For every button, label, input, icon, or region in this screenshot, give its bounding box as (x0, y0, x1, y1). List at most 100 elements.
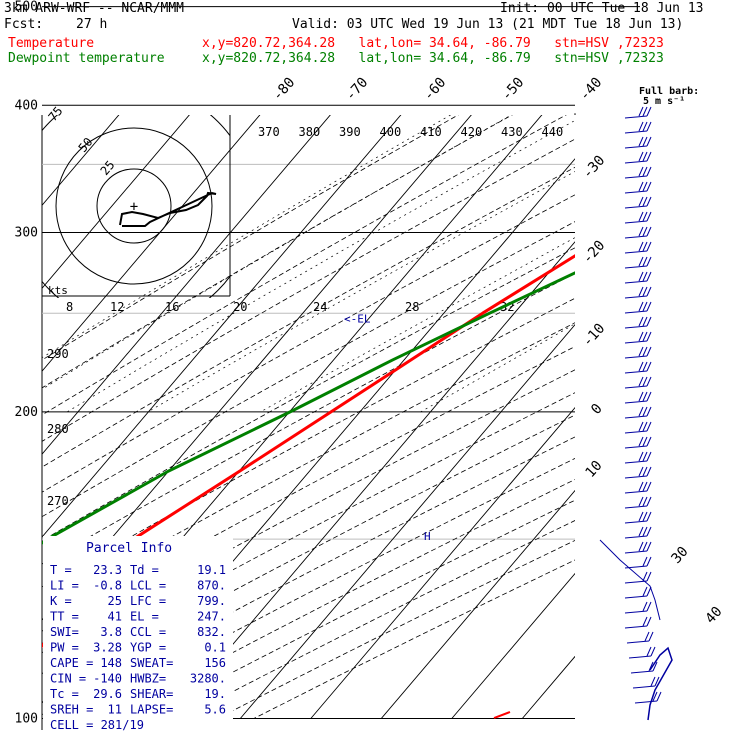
wind-barb (624, 490, 648, 494)
isobar-lines (41, 6, 640, 730)
wind-barb-flag (646, 346, 652, 357)
barb-legend-title: Full barb: (639, 86, 699, 97)
hodograph-units: kts (48, 284, 68, 297)
wind-barb-flag (642, 451, 648, 462)
parcel-info-value: 832. (197, 625, 226, 639)
wind-barb-flag (646, 211, 652, 222)
barb-cluster (647, 646, 673, 721)
wind-barb-flag (642, 586, 648, 597)
wind-barb-flag (638, 301, 644, 312)
wind-barb-flag (642, 136, 648, 147)
wind-barb (624, 355, 648, 359)
wind-barb (624, 160, 648, 164)
wind-barb-flag (646, 361, 652, 372)
wind-barb-flag (638, 496, 644, 507)
wind-barb-flag (642, 556, 648, 567)
isotherm-line (310, 406, 575, 719)
wind-barb (624, 205, 648, 209)
wind-barb-flag (638, 166, 644, 177)
parcel-info-value: 19.1 (197, 563, 226, 577)
wind-barb-flag (646, 406, 652, 417)
parcel-level-el: <-EL (344, 313, 371, 326)
wind-barb-flag (638, 466, 644, 477)
parcel-info-key: YGP = (130, 641, 166, 655)
forecast-hour-label: Fcst: (4, 17, 44, 32)
wind-barb-flag (642, 151, 648, 162)
wind-barb-flag (638, 316, 644, 327)
dry-adiabat (42, 272, 575, 565)
wind-barb-flag (652, 661, 658, 672)
wind-barb (624, 280, 648, 284)
wind-barb-flag (642, 361, 648, 372)
parcel-info-key: Td = (130, 563, 159, 577)
wind-barb-flag (638, 181, 644, 192)
hodograph-trace (119, 191, 217, 227)
parcel-info-key: CCL = (130, 625, 166, 639)
isotherm-line (663, 0, 740, 719)
wind-barb-flag (646, 391, 652, 402)
hodograph-rings (42, 115, 230, 298)
temperature-legend: Temperature (8, 36, 95, 51)
hodograph-ring (96, 168, 172, 244)
wind-barb (634, 700, 658, 704)
dry-adiabat (180, 520, 575, 719)
parcel-info-key: HWBZ= (130, 672, 166, 686)
parcel-info-key: Tc = (50, 687, 79, 701)
isotherm-label: -60 (421, 75, 450, 105)
speed-axis-label: 28 (405, 300, 419, 314)
sounding-series (42, 254, 575, 719)
dry-adiabat (42, 115, 567, 416)
temperature-location: x,y=820.72,364.28 lat,lon= 34.64, -86.79… (202, 36, 664, 51)
wind-barb-flag (638, 436, 644, 447)
parcel-info-key: SHEAR= (130, 687, 173, 701)
wind-barb-flag (642, 166, 648, 177)
wind-barb-flag (642, 106, 648, 117)
parcel-info-key: CAPE = (50, 656, 93, 670)
parcel-info-value: 23.3 (93, 563, 122, 577)
wind-barb (624, 505, 648, 509)
speed-axis-label: 20 (233, 300, 247, 314)
theta-low-label: 290 (47, 347, 69, 361)
background-grid (42, 0, 740, 719)
forecast-hour-value: 27 h (76, 17, 108, 32)
theta-label: 370 (258, 125, 280, 139)
moist-adiabat (42, 115, 452, 359)
parcel-info-value: 3.8 (100, 625, 122, 639)
wind-barb-flag (642, 436, 648, 447)
wind-barb-flag (638, 196, 644, 207)
parcel-info-key: LCL = (130, 579, 166, 593)
wind-barb-flag (646, 436, 652, 447)
wind-barb (624, 430, 648, 434)
wind-barb-flag (638, 451, 644, 462)
parcel-info-value: -140 (93, 672, 122, 686)
isotherm-line (239, 324, 575, 719)
wind-barb-flag (646, 241, 652, 252)
wind-barb (624, 145, 648, 149)
wind-barb-flag (638, 331, 644, 342)
wind-barb-flag (642, 421, 648, 432)
wind-barb-flag (646, 421, 652, 432)
wind-barb-flag (646, 136, 652, 147)
parcel-info-background (43, 536, 233, 730)
wind-barb-flag (638, 106, 644, 117)
wind-barb-flag (638, 151, 644, 162)
wind-barb-flag (638, 526, 644, 537)
wind-barb-flag (642, 241, 648, 252)
wind-barb (624, 265, 648, 269)
parcel-info-key: SWI= (50, 625, 79, 639)
wind-barb-flag (638, 346, 644, 357)
isotherm-label: -70 (343, 75, 372, 105)
parcel-info-key: CIN = (50, 672, 86, 686)
wind-barb (624, 460, 648, 464)
wind-barb-flag (642, 376, 648, 387)
moist-adiabat (147, 171, 575, 413)
wind-barb-flag (638, 211, 644, 222)
wind-barb-flag (638, 406, 644, 417)
parcel-info-box: Parcel Info T = 23.3 Td = 19.1 LI = -0.8 LCL = 8… (43, 536, 233, 732)
theta-low-label: 280 (47, 422, 69, 436)
wind-barb-flag (642, 601, 648, 612)
wind-barb-flag (642, 301, 648, 312)
wind-barb (624, 535, 648, 539)
parcel-info-key: LI = (50, 579, 79, 593)
wind-barb (624, 190, 648, 194)
